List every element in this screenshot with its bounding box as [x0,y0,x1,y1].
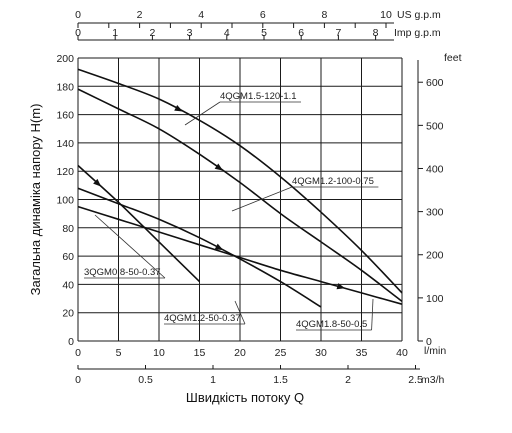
curve-label-3qgm0-8-50-0-37: 3QGM0.8-50-0.37 [84,267,161,278]
curve-label-leader [231,186,293,212]
us-gpm-tick-label: 6 [260,9,266,21]
curve-label-leader [94,214,166,279]
feet-tick-label: 600 [426,77,444,89]
curve-arrow-4qgm1-5-120-1-1 [174,104,183,112]
imp-gpm-tick-label: 6 [298,27,304,39]
curve-label-leader [184,101,221,126]
x-tick-label: 0 [75,347,81,359]
us-gpm-tick-label: 4 [198,9,204,21]
performance-curves [77,68,403,308]
m3h-tick-label: 0.5 [138,374,153,386]
imp-gpm-tick-label: 7 [335,27,341,39]
curve-label-4qgm1-2-100-0-75: 4QGM1.2-100-0.75 [292,176,374,187]
curve-label-4qgm1-5-120-1-1: 4QGM1.5-120-1.1 [220,91,297,102]
x-tick-label: 25 [275,347,287,359]
y-tick-label: 180 [56,81,74,93]
feet-tick-label: 100 [426,293,444,305]
curve-label-4qgm1-8-50-0-5: 4QGM1.8-50-0.5 [296,319,367,330]
x-unit-label: l/min [424,345,446,357]
x-axis-title: Швидкість потоку Q [186,390,304,405]
curve-4qgm1-8-50-0-5 [77,205,403,305]
x-tick-label: 35 [356,347,368,359]
axes [77,22,423,370]
us-gpm-tick-label: 0 [75,9,81,21]
us-gpm-unit-label: US g.p.m [397,9,441,21]
feet-tick-label: 500 [426,120,444,132]
y-tick-label: 100 [56,195,74,207]
x-tick-label: 15 [194,347,206,359]
m3h-unit-label: m3/h [421,374,445,386]
grid-lines [77,57,403,342]
x-tick-label: 10 [153,347,165,359]
imp-gpm-tick-label: 8 [373,27,379,39]
feet-tick-label: 400 [426,163,444,175]
us-gpm-tick-label: 2 [137,9,143,21]
m3h-tick-label: 2.5 [408,374,423,386]
curve-labels: 4QGM1.5-120-1.1 4QGM1.2-100-0.75 3QGM0.8-5… [84,91,379,331]
m3h-tick-label: 0 [75,374,81,386]
y-tick-label: 80 [62,223,74,235]
y-tick-label: 40 [62,279,74,291]
feet-tick-label: 0 [426,336,432,348]
m3h-tick-label: 2 [345,374,351,386]
feet-tick-label: 200 [426,250,444,262]
curve-arrow-4qgm1-2-100-0-75 [214,163,224,171]
curve-4qgm1-2-50-0-37 [77,187,322,308]
curve-label-leader [234,300,246,325]
imp-gpm-tick-label: 3 [187,27,193,39]
y-axis-title: Загальна динаміка напору H(m) [28,104,43,296]
x-tick-label: 40 [396,347,408,359]
m3h-tick-label: 1 [210,374,216,386]
feet-tick-label: 300 [426,207,444,219]
imp-gpm-tick-label: 4 [224,27,230,39]
curve-arrow-4qgm1-8-50-0-5 [336,283,346,290]
y-tick-label: 200 [56,53,74,65]
curve-4qgm1-2-100-0-75 [77,88,403,303]
x-tick-label: 5 [116,347,122,359]
feet-unit-label: feet [444,52,462,64]
y-tick-label: 140 [56,138,74,150]
x-tick-label: 20 [234,347,246,359]
imp-gpm-unit-label: Imp g.p.m [394,27,441,39]
imp-gpm-tick-label: 5 [261,27,267,39]
y-tick-label: 20 [62,308,74,320]
y-tick-label: 0 [68,336,74,348]
curve-arrow-3qgm0-8-50-0-37 [93,178,102,187]
curve-arrow-4qgm1-2-50-0-37 [214,243,224,251]
y-tick-label: 60 [62,251,74,263]
y-tick-label: 120 [56,166,74,178]
x-tick-label: 30 [315,347,327,359]
us-gpm-tick-label: 8 [321,9,327,21]
curve-label-4qgm1-2-50-0-37: 4QGM1.2-50-0.37 [164,313,241,324]
imp-gpm-tick-label: 1 [112,27,118,39]
m3h-tick-label: 1.5 [273,374,288,386]
curve-4qgm1-5-120-1-1 [77,68,403,294]
curve-label-leader [371,298,374,331]
imp-gpm-tick-label: 0 [75,27,81,39]
y-tick-label: 160 [56,110,74,122]
us-gpm-tick-label: 10 [380,9,392,21]
imp-gpm-tick-label: 2 [149,27,155,39]
